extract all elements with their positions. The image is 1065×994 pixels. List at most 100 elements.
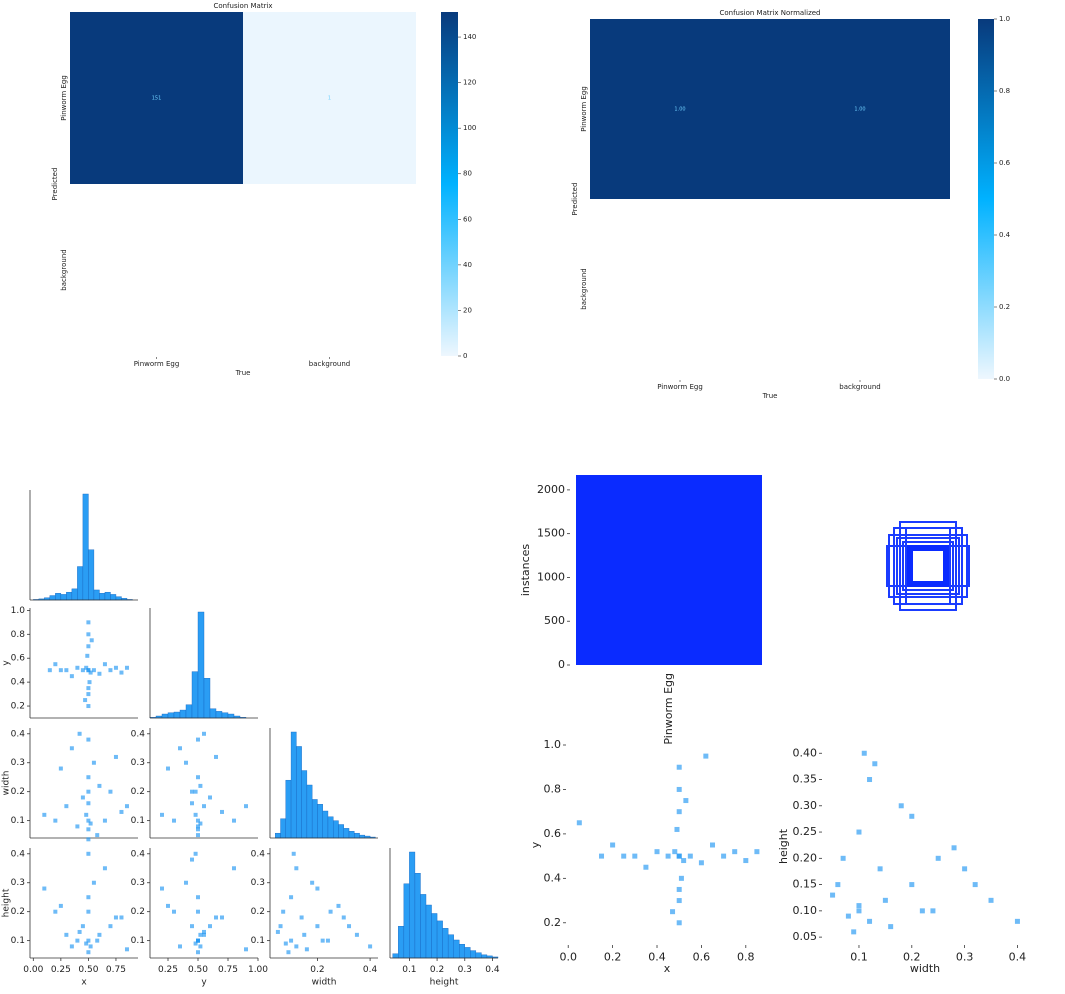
box-outline (902, 541, 954, 591)
density-cell (220, 809, 224, 814)
density-cell (69, 674, 74, 679)
density-cell (91, 880, 96, 885)
density-cell (576, 820, 582, 826)
density-cell (315, 886, 320, 891)
hist-bar (306, 784, 313, 839)
density-cell (599, 853, 605, 859)
density-cell (124, 804, 129, 809)
x-tick-label: 0.75 (218, 965, 238, 975)
hist-bar (464, 947, 471, 959)
x-tick-label: 0.6 (693, 951, 711, 964)
heatmap-cell (70, 12, 243, 184)
y-tick-label: 0.25 (793, 825, 818, 838)
density-cell (244, 804, 248, 809)
density-cell (124, 947, 129, 952)
density-cell (1014, 918, 1020, 924)
x-tick-label: 0.2 (430, 965, 444, 975)
density-cell (69, 944, 74, 949)
density-cell (196, 895, 200, 900)
density-cell (42, 812, 47, 817)
density-cell (86, 851, 91, 856)
density-cell (972, 882, 978, 888)
density-cell (91, 760, 96, 765)
density-cell (198, 783, 203, 788)
density-cell (867, 777, 873, 783)
hist-bar (343, 828, 350, 839)
density-cell (368, 944, 373, 949)
density-cell (328, 909, 333, 914)
colorbar-tick-label: 0 (463, 352, 467, 360)
density-cell (196, 818, 200, 823)
hist-bar (420, 894, 427, 959)
y-tick-label: 0.6 (544, 827, 562, 840)
y-tick-label: background (60, 249, 68, 290)
density-cell (86, 668, 91, 673)
x-tick-label: 0.0 (559, 951, 577, 964)
density-cell (86, 950, 91, 955)
density-cell (281, 909, 286, 914)
hist-bar (285, 779, 292, 839)
y-tick-label: 0.8 (544, 782, 562, 795)
x-tick-label: 0.2 (903, 951, 921, 964)
density-cell (178, 746, 182, 751)
density-cell (77, 929, 82, 934)
y-tick-label: 0.2 (544, 916, 562, 929)
x-axis-label: height (430, 978, 459, 988)
hist-bar (275, 832, 281, 839)
density-cell (294, 866, 299, 871)
label-boxes (886, 521, 970, 611)
density-cell (86, 789, 91, 794)
box-outline (888, 534, 968, 598)
x-tick-label: 0.3 (956, 951, 974, 964)
box-outline (896, 537, 960, 595)
density-cell (124, 665, 129, 670)
density-cell (64, 804, 69, 809)
density-cell (75, 665, 80, 670)
density-cell (84, 941, 89, 946)
y-tick-label: 2000 (537, 483, 565, 496)
hist-bar (209, 708, 217, 719)
density-cell (732, 849, 738, 855)
y-axis-label: width (2, 771, 12, 796)
density-cell (119, 915, 124, 920)
density-cell (676, 886, 682, 892)
y-tick-label: 500 (544, 614, 565, 627)
chart-title: Confusion Matrix Normalized (719, 9, 820, 17)
y-tick-label: 0.35 (793, 773, 818, 786)
hist-bar (173, 711, 181, 719)
density-cell (190, 801, 194, 806)
box-outline (907, 545, 949, 587)
density-cell (676, 786, 682, 792)
hist-bar (66, 591, 73, 601)
density-cell (840, 855, 846, 861)
colorbar-tick-label: 0.8 (999, 87, 1010, 95)
density-cell (347, 924, 352, 929)
hist-bar (104, 591, 111, 601)
y-tick-label: 0.4 (11, 849, 26, 859)
density-cell (80, 795, 85, 800)
density-cell (315, 924, 320, 929)
density-cell (108, 668, 113, 673)
density-cell (202, 932, 206, 937)
density-cell (86, 737, 91, 742)
density-cell (198, 821, 203, 826)
hist-bar (327, 816, 334, 839)
hist-bar (436, 920, 443, 959)
y-tick-label: 0.4 (131, 849, 146, 859)
x-tick-label: Pinworm Egg (657, 383, 703, 391)
density-cell (610, 842, 616, 848)
colorbar-tick-label: 0.6 (999, 159, 1011, 167)
density-cell (676, 920, 682, 926)
density-cell (721, 853, 727, 859)
density-cell (87, 680, 92, 685)
density-cell (97, 783, 102, 788)
hist-bar (442, 928, 449, 959)
density-cell (77, 731, 82, 736)
x-tick-label: 0.1 (850, 951, 868, 964)
density-cell (91, 668, 96, 673)
density-cell (962, 866, 968, 872)
density-cell (86, 692, 91, 697)
y-axis-label: y (529, 841, 542, 848)
colorbar-tick-label: 100 (463, 124, 476, 132)
density-cell (861, 750, 867, 756)
